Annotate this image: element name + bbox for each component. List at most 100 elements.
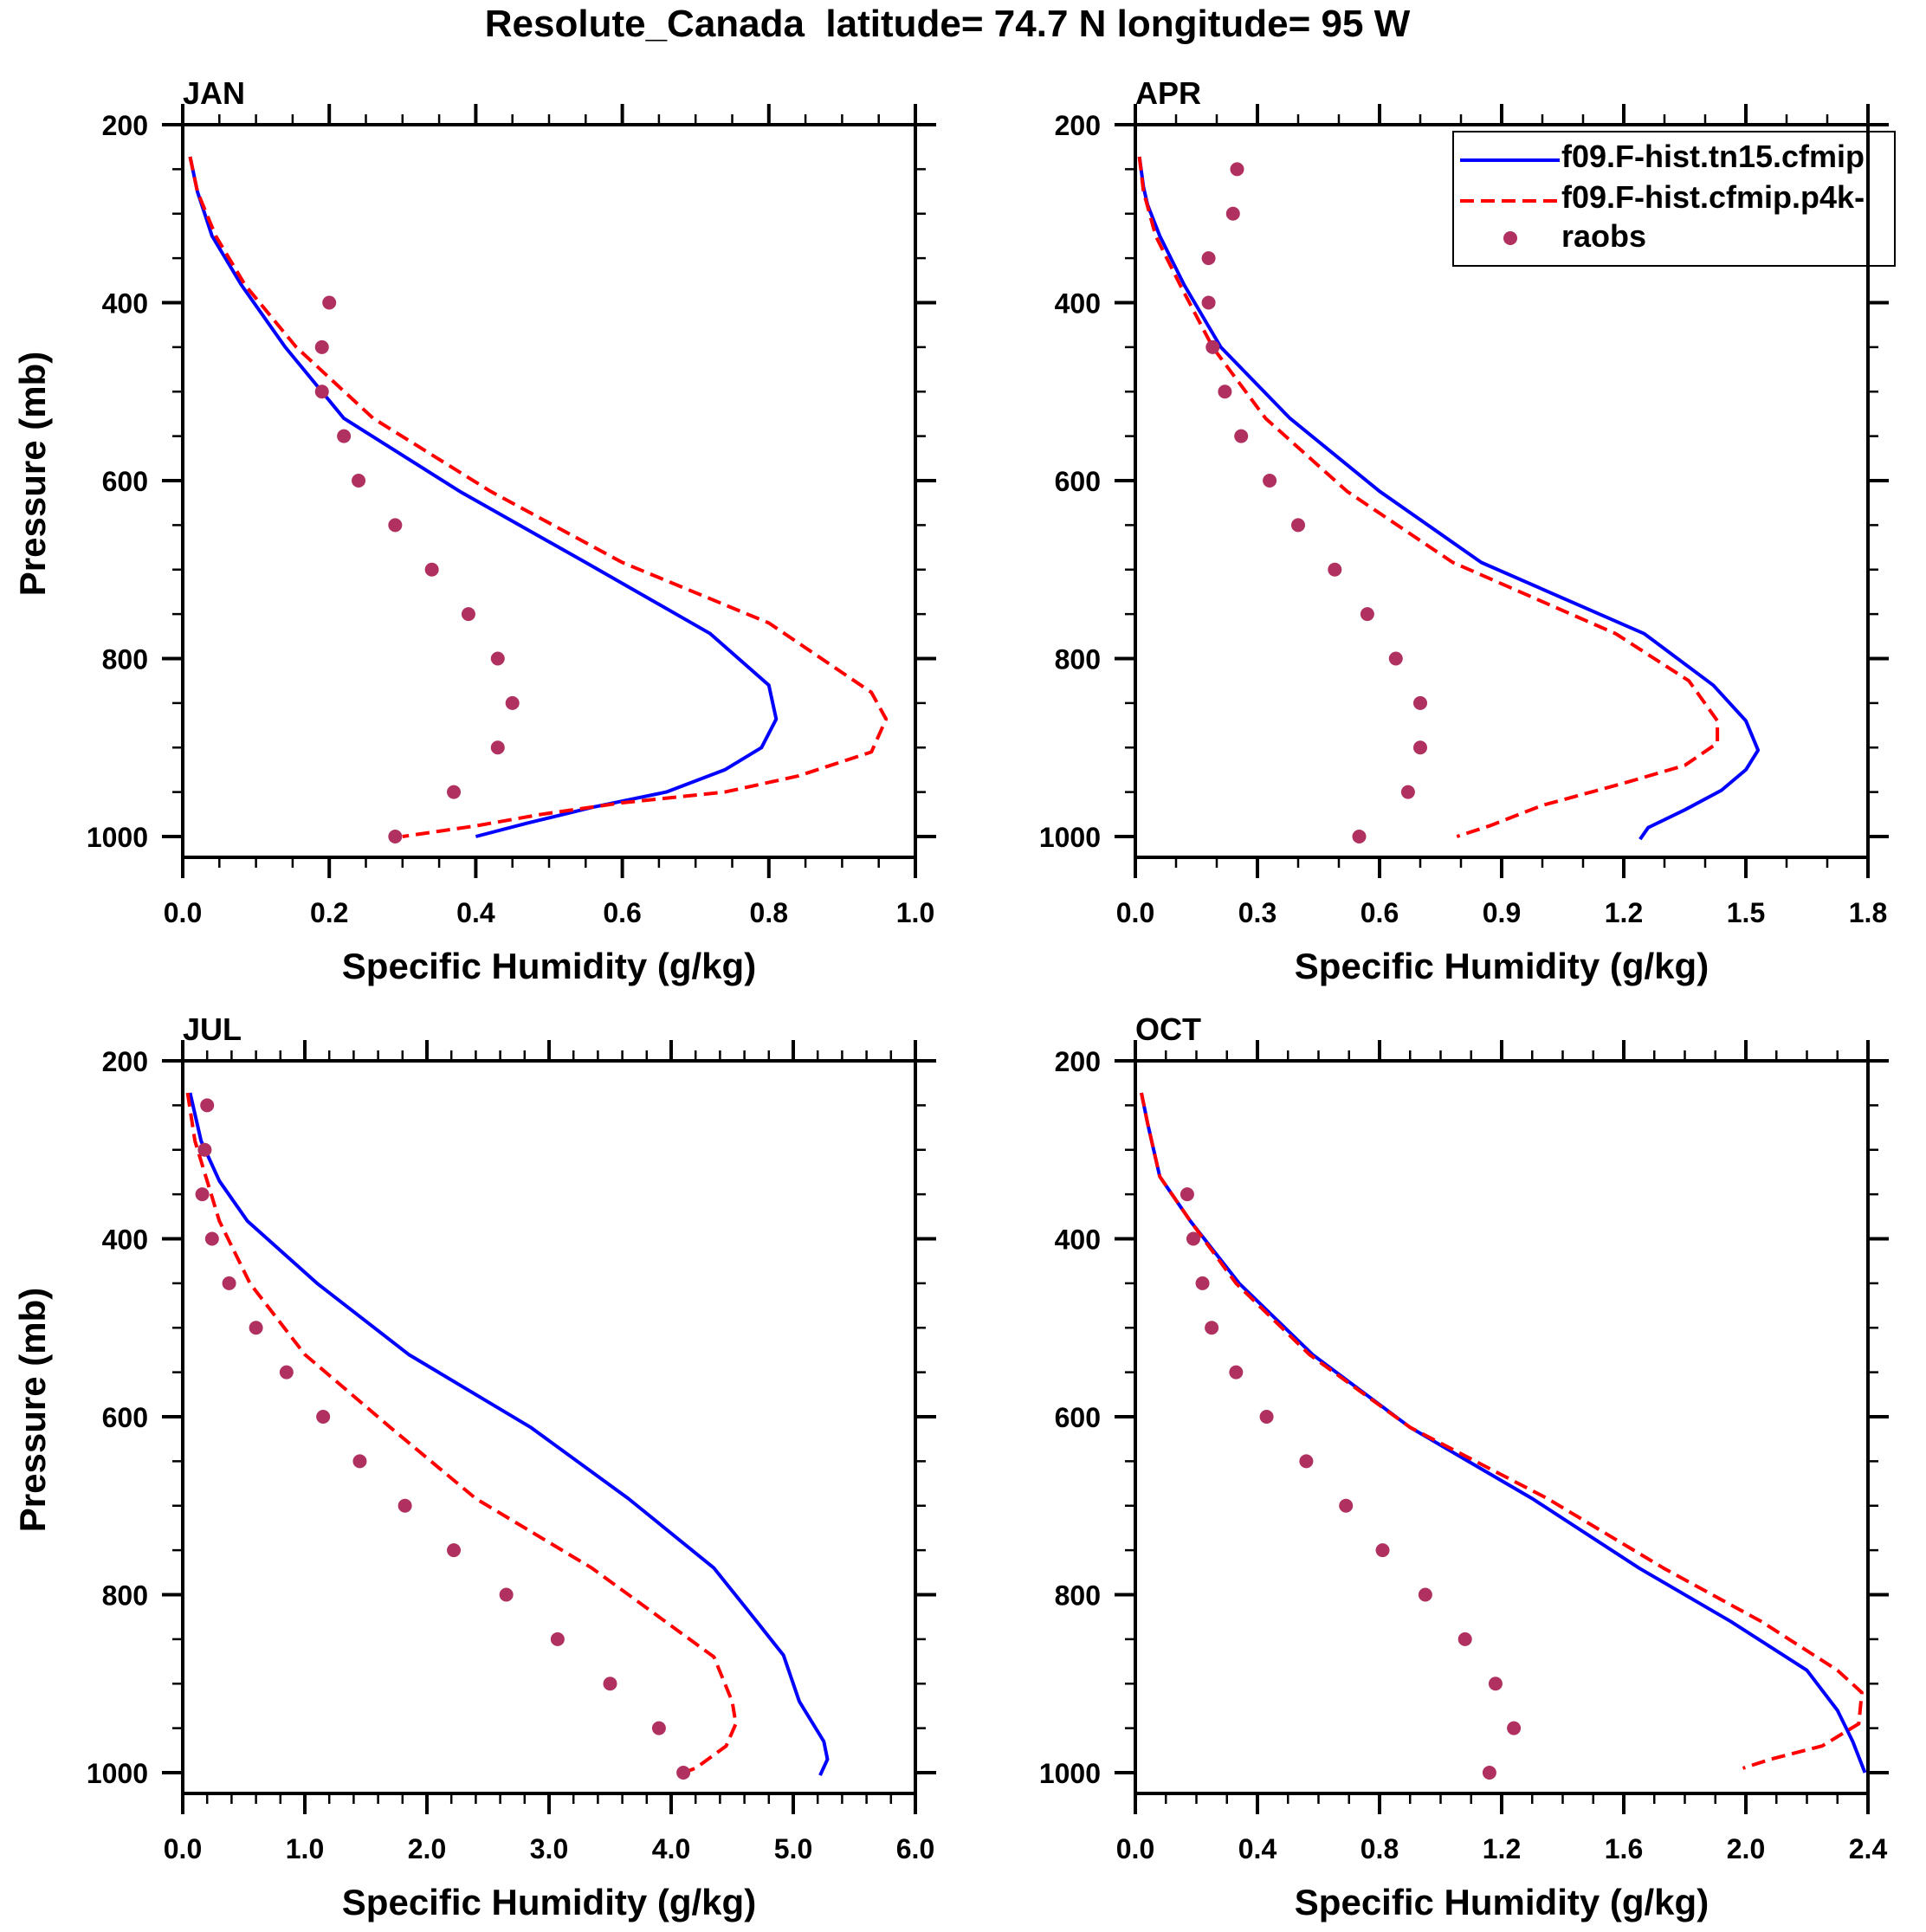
y-tick-label: 1000	[87, 822, 148, 853]
x-tick-label: 0.0	[164, 1833, 202, 1864]
raobs-point	[195, 1187, 210, 1202]
panel-label: JAN	[183, 75, 245, 111]
raobs-point	[1201, 295, 1216, 310]
y-tick-label: 600	[102, 466, 148, 497]
x-tick-label: 2.4	[1849, 1833, 1888, 1864]
y-tick-label: 600	[102, 1402, 148, 1433]
y-tick-label: 400	[1055, 1224, 1101, 1256]
x-tick-label: 5.0	[774, 1833, 812, 1864]
raobs-point	[222, 1276, 236, 1290]
raobs-point	[1375, 1543, 1390, 1558]
x-tick-label: 0.3	[1238, 897, 1276, 928]
x-tick-label: 2.0	[1727, 1833, 1765, 1864]
raobs-point	[337, 429, 352, 443]
raobs-point	[1263, 474, 1277, 488]
legend-box	[1452, 131, 1896, 267]
raobs-point	[676, 1766, 691, 1780]
raobs-point	[352, 1454, 367, 1469]
raobs-point	[322, 295, 337, 310]
raobs-point	[1180, 1187, 1194, 1202]
x-tick-label: 1.2	[1483, 1833, 1521, 1864]
chart-title: Resolute_Canada latitude= 74.7 N longitu…	[485, 3, 1411, 45]
x-axis-label: Specific Humidity (g/kg)	[342, 946, 756, 986]
legend-label: f09.F-hist.tn15.cfmip	[1561, 139, 1865, 174]
x-tick-label: 0.6	[603, 897, 641, 928]
raobs-point	[1400, 785, 1415, 799]
plot-frame	[181, 1059, 917, 1795]
series-line-control	[188, 1092, 830, 1776]
raobs-point	[204, 1231, 219, 1246]
x-tick-label: 0.0	[1116, 897, 1154, 928]
panel-label: APR	[1135, 75, 1201, 111]
y-tick-label: 400	[102, 288, 148, 320]
x-tick-label: 0.0	[164, 897, 202, 928]
raobs-point	[1488, 1677, 1503, 1691]
x-tick-label: 1.0	[286, 1833, 324, 1864]
raobs-point	[314, 339, 329, 354]
raobs-point	[1388, 651, 1403, 666]
y-tick-label: 200	[102, 1046, 148, 1077]
raobs-point	[651, 1721, 666, 1735]
raobs-point	[1225, 206, 1240, 221]
raobs-point	[1195, 1276, 1210, 1290]
y-tick-label: 1000	[87, 1758, 148, 1789]
raobs-point	[1339, 1498, 1354, 1513]
raobs-point	[279, 1365, 294, 1380]
raobs-point	[200, 1098, 215, 1113]
raobs-point	[505, 695, 520, 710]
x-tick-label: 6.0	[896, 1833, 934, 1864]
x-tick-label: 1.0	[896, 897, 934, 928]
y-axis-label: Pressure (mb)	[12, 352, 53, 596]
raobs-point	[316, 1410, 331, 1424]
raobs-point	[550, 1632, 565, 1646]
x-axis-label: Specific Humidity (g/kg)	[1295, 1882, 1709, 1922]
raobs-point	[314, 384, 329, 399]
x-tick-label: 0.4	[456, 897, 495, 928]
x-tick-label: 2.0	[408, 1833, 446, 1864]
x-axis-label: Specific Humidity (g/kg)	[1295, 946, 1709, 986]
y-tick-label: 800	[102, 1580, 148, 1612]
series-line-p4k	[1137, 156, 1720, 838]
raobs-point	[1201, 251, 1216, 266]
raobs-point	[1482, 1766, 1496, 1780]
series-line-control	[1140, 1092, 1867, 1774]
panel-label: JUL	[183, 1011, 242, 1047]
x-tick-label: 0.8	[1360, 1833, 1399, 1864]
raobs-point	[1457, 1632, 1472, 1646]
x-tick-label: 1.5	[1727, 897, 1765, 928]
panel-label: OCT	[1135, 1011, 1201, 1047]
plot-frame	[181, 123, 917, 859]
panel-jul: JUL 0.0 1.0 2.0 3.0 4.0 5.0 6.0 Specific Humidit…	[12, 1011, 936, 1922]
y-tick-label: 800	[102, 644, 148, 675]
y-tick-label: 600	[1055, 466, 1101, 497]
panels: JAN 0.0 0.2 0.4 0.6 0.8 1.0 Specific Humidity (…	[12, 75, 1889, 1922]
raobs-point	[424, 562, 439, 577]
x-tick-label: 0.2	[310, 897, 348, 928]
raobs-point	[388, 830, 403, 843]
x-tick-label: 0.0	[1116, 1833, 1154, 1864]
raobs-point	[1328, 562, 1342, 577]
x-axis-label: Specific Humidity (g/kg)	[342, 1882, 756, 1922]
series-line-control	[188, 156, 779, 838]
x-tick-label: 1.6	[1605, 1833, 1643, 1864]
raobs-point	[397, 1498, 412, 1513]
raobs-point	[490, 740, 505, 755]
legend-label: raobs	[1561, 218, 1646, 254]
raobs-point	[499, 1587, 514, 1602]
y-tick-label: 400	[102, 1224, 148, 1256]
raobs-point	[1413, 740, 1427, 755]
y-axis-label: Pressure (mb)	[12, 1288, 53, 1532]
legend-label: f09.F-hist.cfmip.p4k-	[1561, 179, 1865, 215]
y-tick-label: 1000	[1039, 1758, 1101, 1789]
x-tick-label: 0.4	[1238, 1833, 1277, 1864]
y-tick-label: 400	[1055, 288, 1101, 320]
raobs-point	[352, 474, 366, 488]
raobs-point	[1352, 830, 1367, 843]
x-tick-label: 0.9	[1483, 897, 1521, 928]
y-tick-label: 800	[1055, 644, 1101, 675]
series-line-p4k	[1140, 1092, 1864, 1770]
raobs-point	[603, 1677, 617, 1691]
raobs-point	[1360, 607, 1374, 622]
raobs-point	[1507, 1721, 1522, 1735]
